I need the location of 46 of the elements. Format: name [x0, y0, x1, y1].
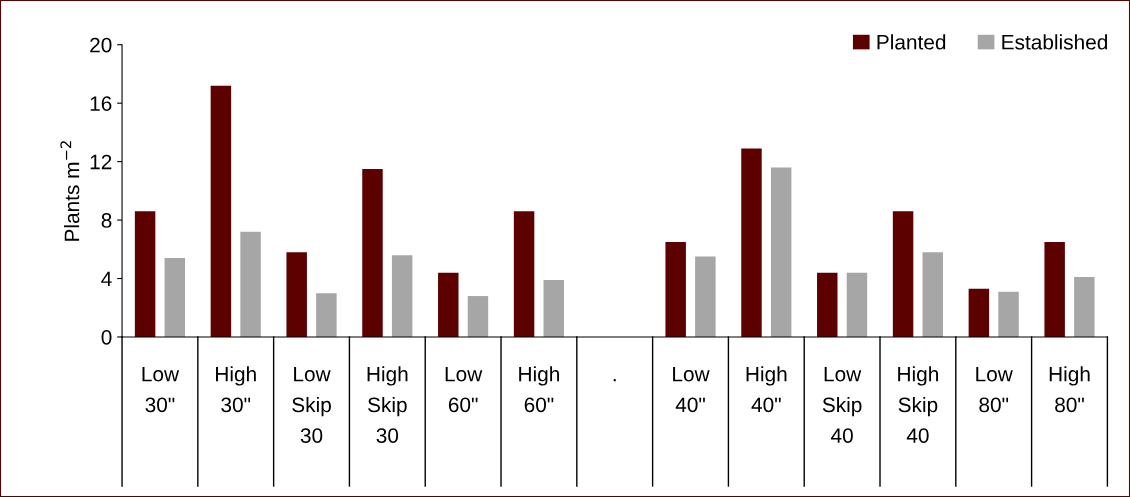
y-tick-label: 16 — [90, 96, 112, 111]
bar — [391, 255, 413, 337]
y-tick-label: 4 — [101, 271, 112, 287]
bar — [134, 211, 156, 337]
bar — [513, 211, 535, 337]
y-tick-label: 0 — [101, 329, 112, 345]
bar — [998, 291, 1019, 337]
bar — [695, 256, 716, 337]
bar — [892, 211, 914, 337]
bar — [665, 241, 686, 337]
x-tick-label: High 60" — [519, 366, 559, 413]
bar — [240, 231, 261, 337]
bar — [968, 288, 990, 337]
y-axis-title: Plants m$^{−2}$ — [60, 141, 80, 241]
bar — [1074, 277, 1095, 337]
y-tick-label: 8 — [101, 213, 112, 228]
bar — [846, 272, 868, 337]
x-tick-label: High Skip 30 — [367, 366, 408, 443]
legend-label: Planted — [877, 34, 946, 50]
x-tick-label: Low 60" — [445, 366, 483, 413]
bar — [438, 272, 459, 337]
bar — [817, 272, 838, 337]
bar — [543, 279, 564, 337]
bar — [316, 293, 337, 337]
bar — [1044, 241, 1065, 337]
x-tick-label: High 30" — [216, 366, 256, 413]
x-tick-label: High 40" — [746, 366, 787, 413]
x-tick-label: Low Skip 40 — [822, 366, 862, 443]
bar — [770, 167, 792, 337]
x-tick-label: High 80" — [1049, 366, 1090, 413]
bar — [362, 168, 383, 337]
y-tick-label: 20 — [90, 37, 112, 53]
x-tick-label: Low 40" — [673, 366, 710, 413]
bar — [922, 252, 943, 337]
x-tick-label: Low 30" — [142, 366, 180, 413]
bar — [741, 148, 762, 337]
legend-label: Established — [1002, 34, 1108, 50]
bar — [286, 252, 307, 337]
x-tick-label: . — [613, 379, 616, 382]
y-tick-label: 12 — [90, 154, 112, 170]
bar — [164, 258, 186, 337]
x-tick-label: Low 80" — [976, 366, 1013, 413]
x-tick-label: High Skip 40 — [898, 366, 938, 443]
x-tick-label: Low Skip 30 — [292, 366, 331, 443]
bar — [210, 85, 232, 337]
bar — [467, 296, 489, 337]
